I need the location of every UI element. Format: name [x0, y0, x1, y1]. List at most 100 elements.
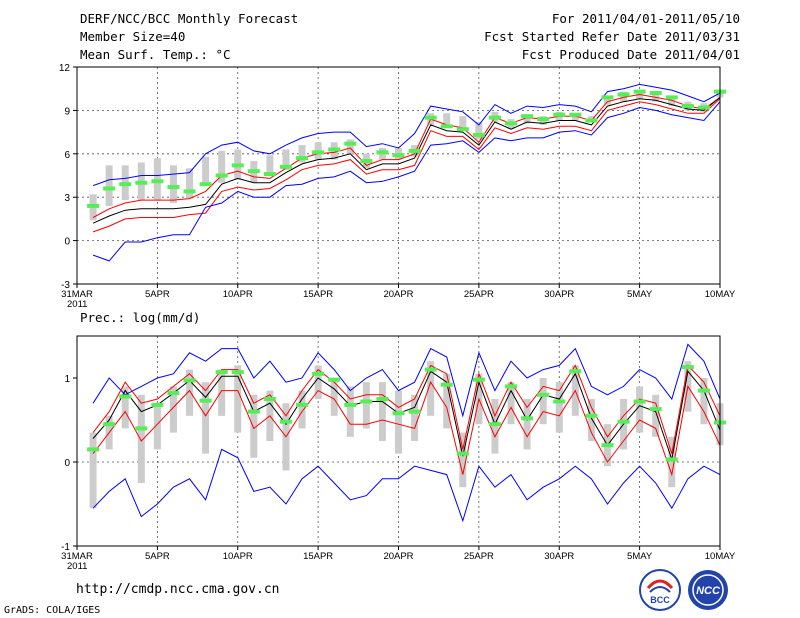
- observed-bar: [427, 361, 435, 416]
- climatology-marker: [360, 399, 373, 404]
- climatology-marker: [119, 394, 132, 399]
- climatology-marker: [440, 124, 453, 129]
- spread-lower-line: [92, 98, 721, 233]
- climatology-marker: [215, 173, 228, 178]
- climatology-marker: [344, 141, 357, 146]
- observed-bar: [443, 113, 451, 127]
- x-tick-label: 10APR: [223, 551, 253, 562]
- x-tick-label: 10APR: [223, 289, 253, 300]
- climatology-marker: [296, 402, 309, 407]
- x-tick-label: 25APR: [464, 289, 494, 300]
- climatology-marker: [151, 402, 164, 407]
- climatology-marker: [328, 377, 341, 382]
- climatology-marker: [553, 399, 566, 404]
- variable-label: Mean Surf. Temp.: °C: [80, 47, 231, 62]
- produced-date: Fcst Produced Date 2011/04/01: [521, 47, 740, 62]
- observed-bar: [668, 436, 676, 488]
- climatology-marker: [537, 392, 550, 397]
- climatology-marker: [392, 411, 405, 416]
- climatology-marker: [279, 419, 292, 424]
- climatology-marker: [601, 443, 614, 448]
- x-tick-label: 31MAR: [61, 289, 93, 300]
- bcc-logo: BCC: [639, 569, 681, 611]
- panel-title-precip: Prec.: log(mm/d): [80, 310, 200, 325]
- climatology-marker: [585, 413, 598, 418]
- observed-bar: [603, 95, 611, 105]
- climatology-marker: [440, 382, 453, 387]
- climatology-marker: [408, 148, 421, 153]
- climatology-marker: [456, 127, 469, 132]
- climatology-marker: [263, 397, 276, 401]
- climatology-marker: [344, 402, 357, 407]
- observed-bar: [234, 365, 242, 433]
- chart-title: DERF/NCC/BCC Monthly Forecast: [80, 11, 299, 26]
- observed-bar: [105, 165, 113, 206]
- header-right: For 2011/04/01-2011/05/10 Fcst Started Re…: [484, 10, 740, 64]
- climatology-marker: [87, 447, 100, 452]
- climatology-marker: [167, 391, 180, 396]
- climatology-marker: [247, 169, 260, 174]
- observed-bar: [137, 394, 145, 483]
- x-tick-label: 20APR: [383, 289, 413, 300]
- observed-bar: [330, 378, 338, 416]
- climatology-marker: [183, 189, 196, 194]
- climatology-marker: [681, 365, 694, 370]
- observed-bar: [362, 382, 370, 429]
- x-tick-label: 20APR: [383, 551, 413, 562]
- climatology-marker: [569, 112, 582, 117]
- ensemble-min-line: [92, 101, 721, 262]
- observed-bar: [202, 156, 210, 183]
- observed-bar: [218, 150, 226, 183]
- ensemble-min-line: [92, 448, 721, 523]
- observed-bar: [636, 386, 644, 433]
- climatology-marker: [553, 112, 566, 117]
- observed-bar: [153, 403, 161, 450]
- climatology-marker: [231, 163, 244, 168]
- observed-bar: [202, 382, 210, 454]
- observed-bar: [571, 113, 579, 121]
- climatology-marker: [151, 179, 164, 184]
- climatology-marker: [569, 369, 582, 374]
- climatology-marker: [360, 159, 373, 164]
- observed-bar: [218, 369, 226, 416]
- spread-upper-line: [92, 93, 721, 218]
- observed-bar: [587, 399, 595, 441]
- y-tick-label: 12: [59, 63, 71, 74]
- observed-bar: [668, 97, 676, 107]
- member-size: Member Size=40: [80, 29, 186, 44]
- climatology-marker: [135, 426, 148, 431]
- climatology-marker: [376, 150, 389, 155]
- x-tick-label: 15APR: [303, 289, 333, 300]
- climatology-marker: [199, 398, 212, 403]
- observed-bar: [346, 139, 354, 154]
- x-tick-label: 25APR: [464, 551, 494, 562]
- climatology-marker: [537, 117, 550, 122]
- observed-bar: [346, 386, 354, 437]
- observed-bar: [523, 399, 531, 450]
- climatology-marker: [649, 91, 662, 96]
- climatology-marker: [633, 399, 646, 404]
- observed-bar: [620, 91, 628, 102]
- climatology-marker: [103, 422, 116, 427]
- ensemble-mean-line: [92, 97, 721, 224]
- climatology-marker: [392, 153, 405, 158]
- x-tick-label: 30APR: [544, 551, 574, 562]
- y-tick-label: 3: [64, 193, 70, 204]
- climatology-marker: [247, 409, 260, 414]
- footer-url[interactable]: http://cmdp.ncc.cma.gov.cn: [76, 582, 280, 597]
- climatology-marker: [231, 370, 244, 375]
- observed-bar: [186, 168, 194, 199]
- observed-bar: [411, 394, 419, 441]
- spread-lower-line: [92, 381, 721, 477]
- started-date: Fcst Started Refer Date 2011/03/31: [484, 29, 740, 44]
- observed-bar: [491, 399, 499, 454]
- x-tick-label: 5MAY: [627, 289, 653, 300]
- climatology-marker: [87, 203, 100, 208]
- climatology-marker: [119, 182, 132, 187]
- observed-bar: [282, 149, 290, 170]
- climatology-marker: [279, 164, 292, 169]
- x-tick-label: 31MAR: [61, 551, 93, 562]
- climatology-marker: [135, 180, 148, 185]
